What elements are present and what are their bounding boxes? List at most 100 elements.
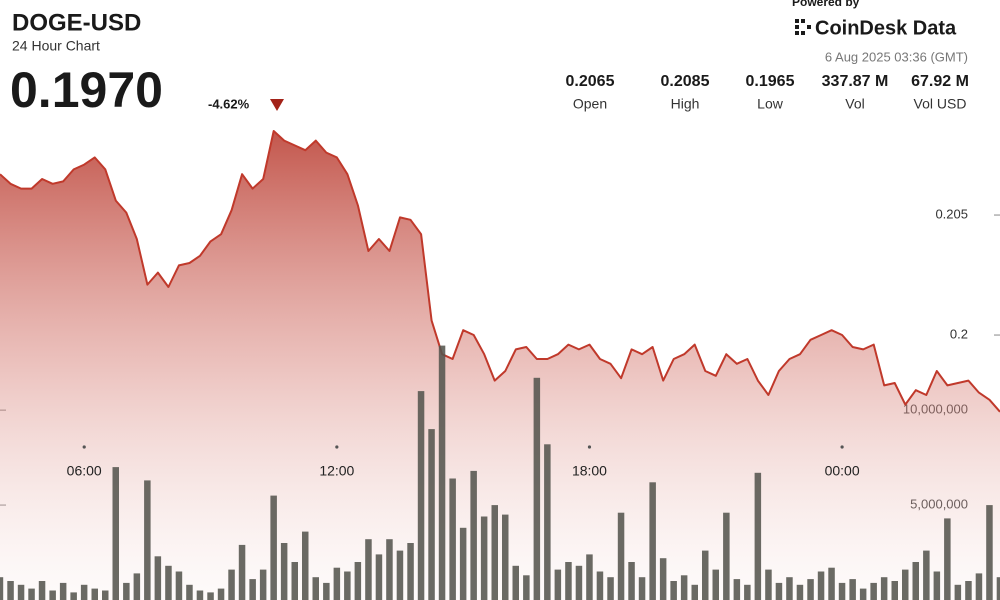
volume-bar bbox=[670, 581, 677, 600]
volume-bar bbox=[775, 582, 783, 600]
stat-label: Low bbox=[757, 96, 784, 112]
volume-bar bbox=[712, 569, 719, 600]
volume-bar bbox=[607, 577, 614, 600]
volume-bar bbox=[680, 575, 688, 600]
volume-bar bbox=[659, 558, 667, 600]
volume-bar bbox=[575, 565, 583, 600]
stat-label: Vol bbox=[845, 96, 864, 112]
subtitle: 24 Hour Chart bbox=[12, 38, 100, 54]
volume-bar bbox=[933, 571, 941, 600]
volume-bar bbox=[70, 592, 77, 600]
stat-label: Open bbox=[573, 96, 607, 112]
volume-bar bbox=[691, 584, 698, 600]
brand: CoinDesk Data bbox=[815, 17, 957, 39]
stat-label: High bbox=[671, 96, 700, 112]
volume-bar bbox=[344, 571, 351, 600]
volume-bar bbox=[586, 554, 593, 600]
x-tick bbox=[587, 445, 592, 449]
volume-bar bbox=[207, 592, 214, 600]
volume-bar bbox=[702, 550, 709, 600]
stat-value: 0.2085 bbox=[661, 73, 710, 90]
volume-bar bbox=[838, 582, 846, 600]
volume-bar bbox=[828, 567, 835, 600]
volume-bar bbox=[923, 550, 930, 600]
volume-bar bbox=[217, 588, 225, 600]
volume-bar bbox=[459, 527, 467, 600]
volume-bar bbox=[744, 584, 751, 600]
volume-bar bbox=[954, 584, 962, 600]
volume-bar bbox=[944, 518, 951, 600]
volume-bar bbox=[754, 472, 762, 600]
volume-bar bbox=[228, 569, 235, 600]
volume-bar bbox=[123, 582, 130, 600]
volume-bar bbox=[565, 562, 572, 600]
volume-bar bbox=[723, 512, 730, 600]
volume-bar bbox=[480, 516, 488, 600]
timestamp: 6 Aug 2025 03:36 (GMT) bbox=[825, 49, 968, 64]
volume-bar bbox=[133, 573, 141, 600]
volume-bar bbox=[902, 569, 909, 600]
volume-bar bbox=[102, 590, 109, 600]
stat-label: Vol USD bbox=[914, 96, 967, 112]
volume-bar bbox=[817, 571, 825, 600]
volume-bar bbox=[523, 575, 530, 600]
volume-bar bbox=[617, 512, 625, 600]
volume-bar bbox=[554, 569, 562, 600]
volume-bar bbox=[975, 573, 983, 600]
volume-bar bbox=[38, 581, 46, 600]
y-tick-label: 0.205 bbox=[935, 206, 968, 221]
brand-icon bbox=[795, 19, 811, 35]
price-line bbox=[0, 130, 1000, 413]
volume-bar bbox=[186, 584, 193, 600]
x-tick-label: 00:00 bbox=[825, 463, 860, 479]
x-tick bbox=[840, 445, 844, 449]
volume-bar bbox=[7, 581, 14, 600]
volume-bar bbox=[428, 429, 435, 600]
price-area bbox=[0, 131, 1000, 600]
volume-bar bbox=[49, 590, 56, 600]
x-tick-label: 06:00 bbox=[67, 463, 102, 479]
volume-bar bbox=[280, 543, 288, 600]
volume-bar bbox=[291, 562, 298, 600]
volume-bar bbox=[596, 571, 604, 600]
volume-bar bbox=[638, 577, 646, 600]
volume-bar bbox=[544, 444, 551, 600]
volume-bar bbox=[375, 554, 383, 600]
stat-value: 0.2065 bbox=[566, 73, 615, 90]
plot-area: 5,000,00010,000,0000.20.20506:0012:0018:… bbox=[0, 130, 1000, 600]
volume-bar bbox=[59, 582, 67, 600]
volume-bar bbox=[249, 579, 256, 600]
volume-bar bbox=[449, 478, 456, 600]
volume-bar bbox=[438, 345, 446, 600]
volume-bar bbox=[144, 480, 151, 600]
volume-bar bbox=[259, 569, 267, 600]
x-tick-label: 12:00 bbox=[319, 463, 354, 479]
volume-bar bbox=[270, 495, 277, 600]
volume-bar bbox=[323, 582, 330, 600]
volume-bar bbox=[386, 539, 393, 600]
volume-bar bbox=[796, 584, 804, 600]
stat-value: 0.1965 bbox=[746, 73, 795, 90]
volume-bar bbox=[649, 482, 656, 600]
volume-bar bbox=[175, 571, 183, 600]
volume-bar bbox=[733, 579, 741, 600]
volume-bar bbox=[17, 584, 25, 600]
volume-bar bbox=[891, 581, 898, 600]
volume-bar bbox=[238, 544, 246, 600]
ticker: DOGE-USD bbox=[12, 9, 141, 36]
volume-bar bbox=[365, 539, 372, 600]
volume-bar bbox=[112, 467, 119, 600]
x-tick bbox=[335, 445, 339, 449]
volume-bar bbox=[628, 562, 635, 600]
volume-bar bbox=[196, 590, 204, 600]
volume-bar bbox=[786, 577, 793, 600]
volume-bar bbox=[491, 505, 498, 600]
volume-bar bbox=[417, 391, 425, 600]
volume-bar bbox=[912, 562, 919, 600]
volume-bar bbox=[880, 577, 888, 600]
volume-bar bbox=[965, 581, 972, 600]
volume-bar bbox=[870, 582, 877, 600]
volume-bar bbox=[91, 588, 98, 600]
volume-bar bbox=[165, 565, 172, 600]
